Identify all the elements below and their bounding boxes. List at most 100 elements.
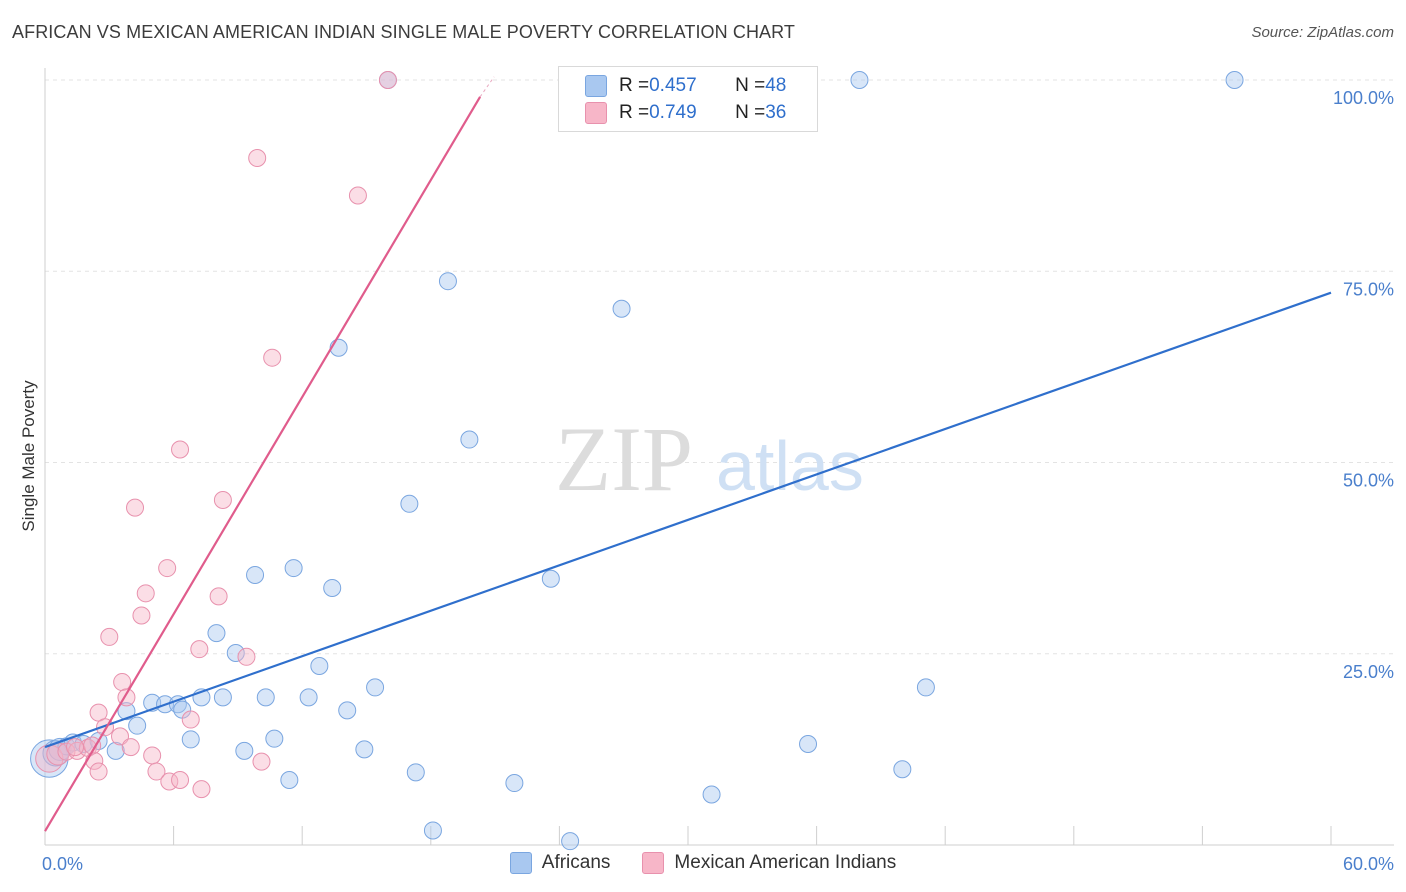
data-point xyxy=(237,647,256,666)
data-point xyxy=(378,71,397,89)
data-point xyxy=(423,821,442,840)
data-point xyxy=(323,578,342,597)
data-point xyxy=(541,569,560,588)
y-tick-label: 100.0% xyxy=(1333,88,1394,108)
stats-row-mexican-american-indians: R = 0.749 N = 36 xyxy=(585,100,786,126)
data-points xyxy=(30,71,1244,851)
data-point xyxy=(158,559,177,578)
watermark: ZIP atlas xyxy=(555,408,864,510)
grid-lines xyxy=(45,79,1394,655)
axes xyxy=(44,68,1394,846)
data-point xyxy=(106,741,125,760)
n-label: N = xyxy=(735,102,766,123)
data-point xyxy=(400,494,419,513)
y-tick-label: 50.0% xyxy=(1343,471,1394,491)
data-point xyxy=(181,730,200,749)
data-point xyxy=(561,832,580,851)
legend-swatch-africans xyxy=(585,75,607,97)
data-point xyxy=(348,186,367,205)
data-point xyxy=(246,565,265,584)
data-point xyxy=(171,440,190,459)
data-point xyxy=(799,735,818,754)
data-point xyxy=(248,149,267,168)
data-point xyxy=(132,606,151,625)
tick-labels: 25.0% 50.0% 75.0% 100.0% 0.0% 60.0% xyxy=(42,88,1394,874)
data-point xyxy=(505,774,524,793)
legend-label-mexican-american-indians: Mexican American Indians xyxy=(674,852,897,873)
data-point xyxy=(171,770,190,789)
data-point xyxy=(117,702,136,721)
trend-line-extension xyxy=(479,76,495,98)
data-point xyxy=(111,727,130,746)
y-tick-label: 25.0% xyxy=(1343,662,1394,682)
r-label: R = xyxy=(619,102,650,123)
data-point xyxy=(147,762,166,781)
data-point xyxy=(89,762,108,781)
data-point xyxy=(612,299,631,318)
x-tick-label: 60.0% xyxy=(1343,854,1394,874)
series-legend: Africans Mexican American Indians xyxy=(0,852,1406,874)
data-point xyxy=(66,738,85,757)
data-point xyxy=(235,741,254,760)
data-point xyxy=(213,688,232,707)
data-point xyxy=(338,701,357,720)
chart-title: AFRICAN VS MEXICAN AMERICAN INDIAN SINGL… xyxy=(12,22,796,42)
x-tick-label: 0.0% xyxy=(42,854,83,874)
y-tick-label: 75.0% xyxy=(1343,279,1394,299)
data-point xyxy=(366,678,385,697)
data-point xyxy=(299,688,318,707)
data-point xyxy=(702,785,721,804)
data-point xyxy=(1225,71,1244,89)
legend-item-africans[interactable]: Africans xyxy=(509,852,611,874)
data-point xyxy=(181,710,200,729)
data-point xyxy=(136,584,155,603)
data-point xyxy=(893,760,912,779)
data-point xyxy=(143,746,162,765)
n-value: 36 xyxy=(765,102,787,123)
trend-line-mexican-american-indians xyxy=(44,96,482,832)
n-label: N = xyxy=(735,75,766,96)
series-mexican-american-indians xyxy=(35,71,397,799)
data-point xyxy=(190,640,209,659)
data-point xyxy=(438,272,457,291)
data-point xyxy=(265,729,284,748)
data-point xyxy=(263,348,282,367)
trend-lines xyxy=(44,76,1332,832)
data-point xyxy=(406,763,425,782)
legend-label-africans: Africans xyxy=(541,852,611,873)
data-point xyxy=(280,770,299,789)
r-value: 0.457 xyxy=(649,75,697,96)
data-point xyxy=(192,780,211,799)
data-point xyxy=(126,498,145,517)
legend-swatch-mexican-american-indians xyxy=(642,852,665,874)
data-point xyxy=(284,559,303,578)
data-point xyxy=(850,71,869,89)
data-point xyxy=(213,490,232,509)
data-point xyxy=(209,587,228,606)
data-point xyxy=(252,752,271,771)
stats-row-africans: R = 0.457 N = 48 xyxy=(585,73,786,99)
r-label: R = xyxy=(619,75,650,96)
watermark-zip: ZIP xyxy=(555,408,693,510)
stats-legend: R = 0.457 N = 48 R = 0.749 N = 36 xyxy=(558,66,818,132)
legend-item-mexican-american-indians[interactable]: Mexican American Indians xyxy=(642,852,896,874)
trend-line-africans xyxy=(44,291,1332,749)
data-point xyxy=(121,738,140,757)
data-point xyxy=(100,627,119,646)
data-point xyxy=(916,678,935,697)
data-point xyxy=(256,688,275,707)
data-point xyxy=(310,656,329,675)
data-point xyxy=(83,736,102,755)
data-point xyxy=(355,740,374,759)
r-value: 0.749 xyxy=(649,102,697,123)
data-point xyxy=(113,673,132,692)
chart-source: Source: ZipAtlas.com xyxy=(1251,24,1394,41)
legend-swatch-mexican-american-indians xyxy=(585,102,607,124)
data-point xyxy=(460,430,479,449)
data-point xyxy=(128,716,147,735)
data-point xyxy=(226,643,245,662)
legend-swatch-africans xyxy=(509,852,532,874)
data-point xyxy=(207,624,226,643)
n-value: 48 xyxy=(765,75,787,96)
